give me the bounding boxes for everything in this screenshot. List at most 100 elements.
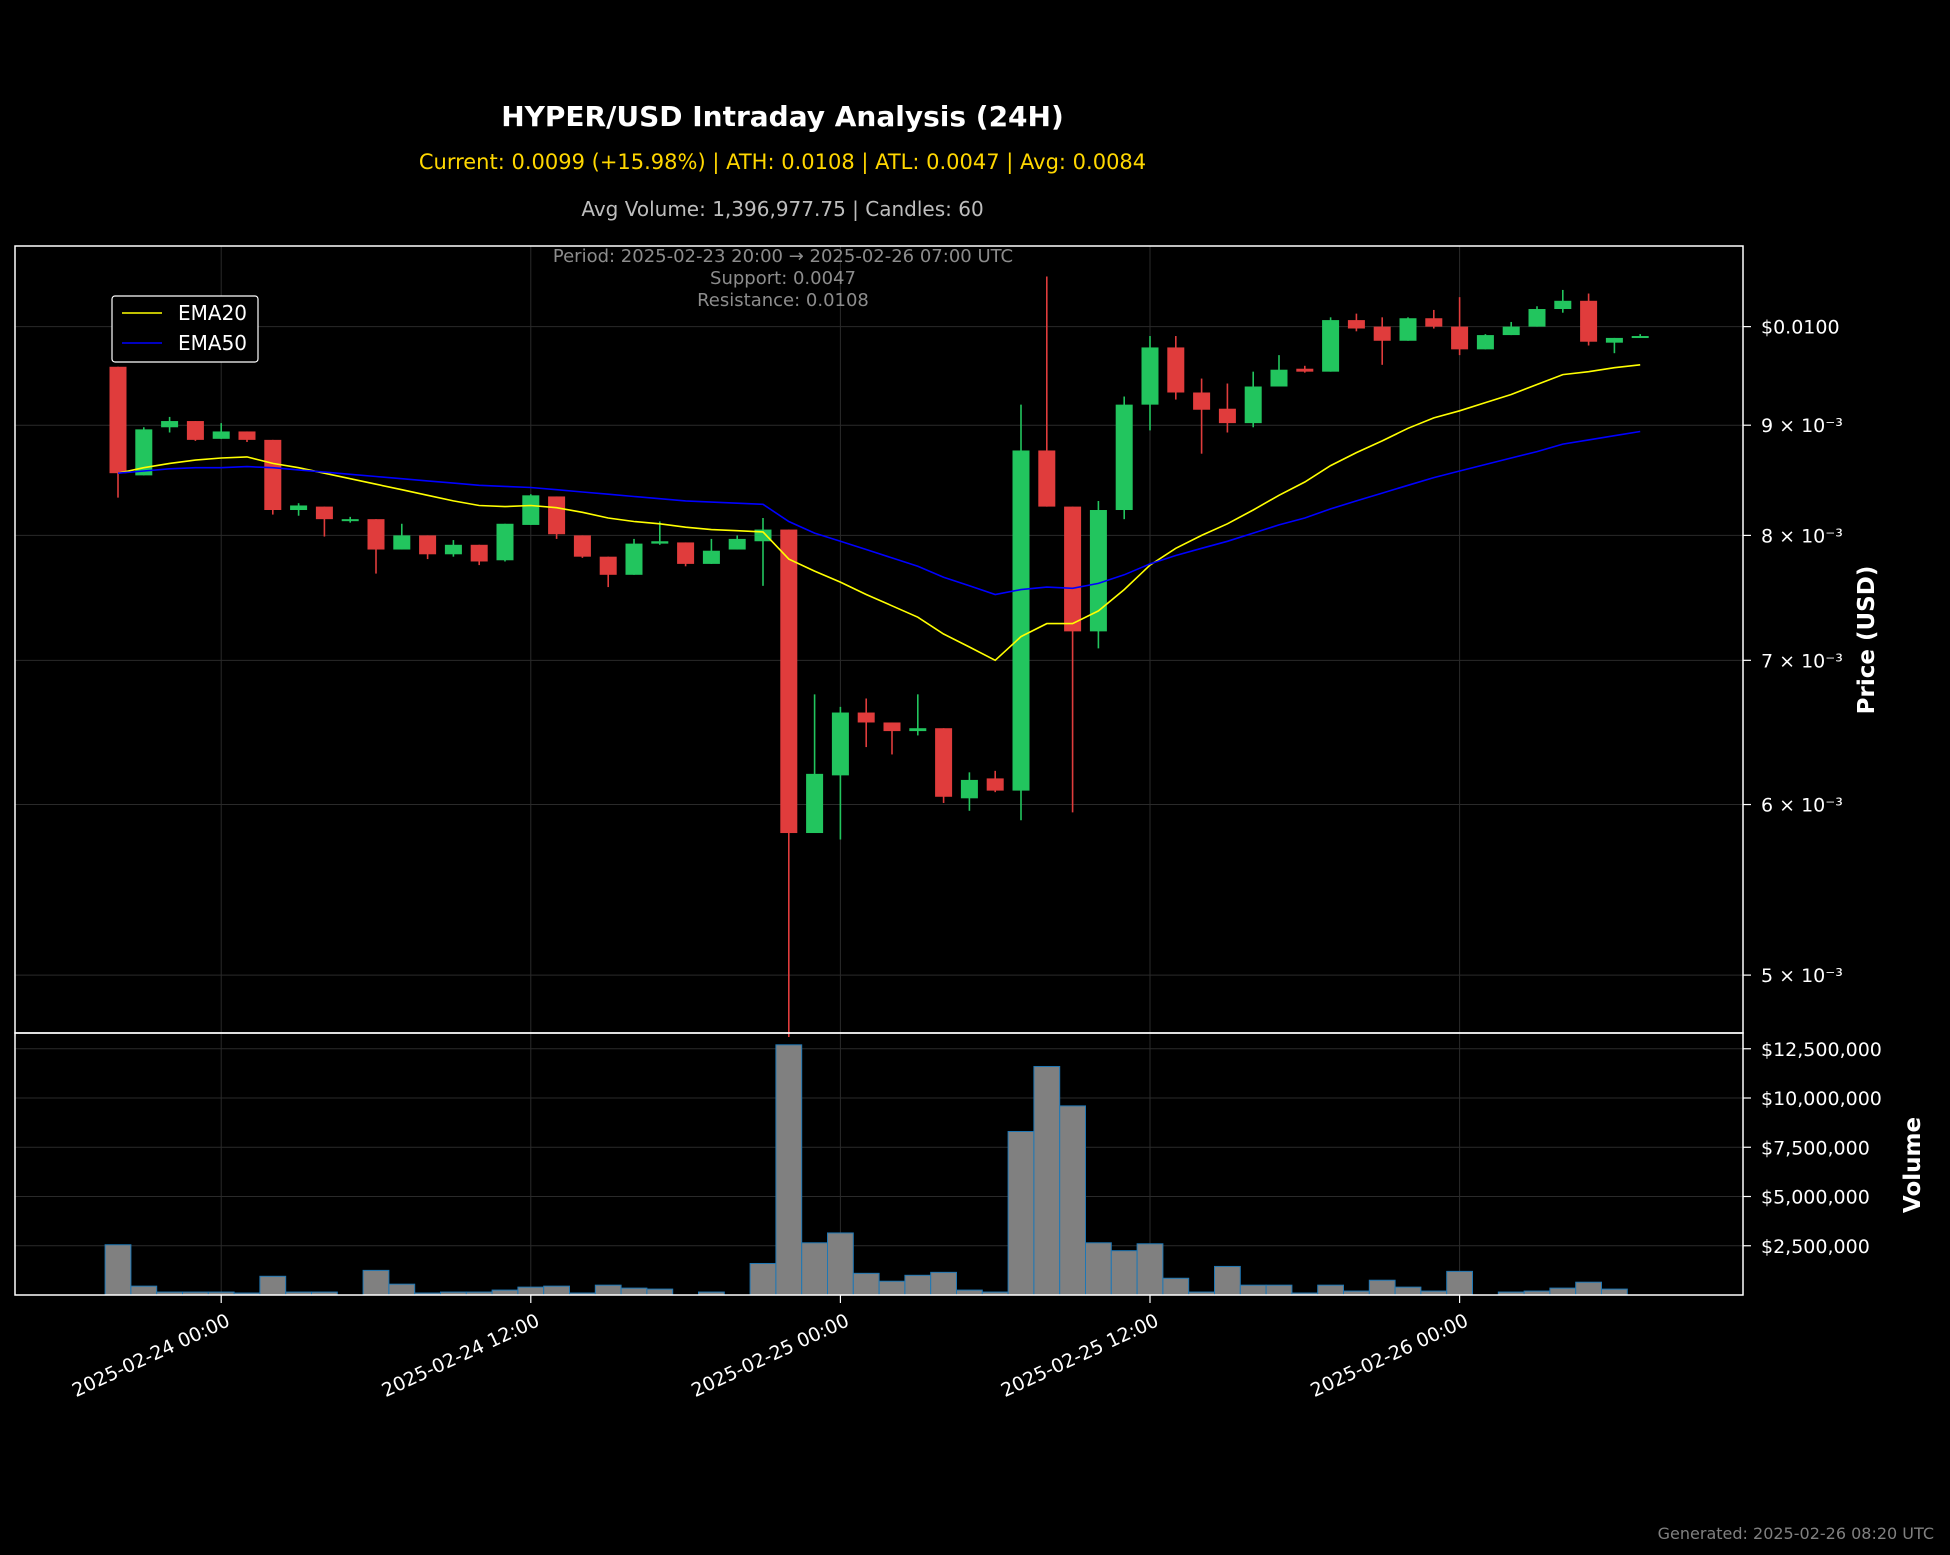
- candle: [186, 421, 204, 441]
- candle-body: [1476, 335, 1494, 350]
- candle-body: [728, 538, 746, 550]
- volume-bar: [878, 1280, 906, 1296]
- candle-body: [1296, 368, 1314, 372]
- candle: [212, 423, 230, 439]
- candle: [1399, 317, 1417, 341]
- x-tick-label: 2025-02-26 00:00: [1307, 1310, 1471, 1402]
- candle-body: [573, 535, 591, 557]
- volume-tick-label: $2,500,000: [1761, 1236, 1870, 1258]
- candle-body: [315, 506, 333, 520]
- price-panel-frame: [14, 245, 1744, 1034]
- candle: [935, 728, 953, 803]
- candle-body: [1115, 404, 1133, 511]
- price-tick-label: 7 × 10⁻³: [1761, 650, 1843, 672]
- volume-bar: [904, 1274, 932, 1296]
- chart-subtitle: Current: 0.0099 (+15.98%) | ATH: 0.0108 …: [418, 150, 1147, 174]
- volume-bar: [1162, 1277, 1190, 1296]
- candle: [522, 494, 540, 525]
- candle-body: [857, 712, 875, 723]
- candle: [1141, 336, 1159, 431]
- candlesticks: [109, 276, 1649, 1037]
- candle-body: [290, 505, 308, 511]
- volume-bar: [1265, 1284, 1293, 1296]
- candle: [1347, 313, 1365, 332]
- candle: [161, 416, 179, 433]
- candle-body: [883, 722, 901, 732]
- candle-body: [1528, 309, 1546, 327]
- candle: [1373, 317, 1391, 365]
- candle: [1502, 321, 1520, 336]
- candle: [1631, 334, 1649, 339]
- volume-bar: [1368, 1279, 1396, 1296]
- volume-bar: [130, 1285, 158, 1296]
- candle: [986, 770, 1004, 793]
- volume-bar: [1214, 1265, 1241, 1296]
- candle-body: [1167, 347, 1185, 393]
- candle-body: [1399, 318, 1417, 341]
- price-tick-label: 8 × 10⁻³: [1761, 525, 1843, 547]
- volume-bar: [362, 1269, 390, 1296]
- candle: [367, 519, 385, 574]
- legend-ema20-label: EMA20: [178, 301, 247, 325]
- candle: [444, 540, 462, 557]
- candle: [290, 503, 308, 516]
- candle: [883, 722, 901, 755]
- candle: [1218, 383, 1236, 433]
- candle: [702, 538, 720, 564]
- candle: [1115, 396, 1133, 520]
- candle-body: [1425, 318, 1443, 327]
- candle: [1270, 355, 1288, 387]
- candle: [1425, 309, 1443, 329]
- candle-body: [1218, 408, 1236, 424]
- candle-body: [780, 529, 798, 834]
- candle-body: [935, 728, 953, 797]
- volume-panel-frame: [14, 1032, 1744, 1296]
- candle: [1038, 276, 1056, 507]
- candle-body: [677, 542, 695, 564]
- candle: [548, 496, 566, 539]
- volume-axis-ticks: $2,500,000 $5,000,000 $7,500,000 $10,000,00…: [1743, 1039, 1882, 1258]
- candle: [831, 706, 849, 840]
- candle-body: [444, 544, 462, 555]
- volume-bar: [1136, 1243, 1164, 1296]
- ema-lines: [117, 364, 1641, 662]
- candle-body: [1012, 450, 1030, 791]
- volume-bar: [749, 1262, 777, 1296]
- volume-tick-label: $12,500,000: [1761, 1039, 1882, 1061]
- volume-bar: [1317, 1284, 1344, 1296]
- candle-body: [1141, 347, 1159, 405]
- candle: [1580, 293, 1598, 346]
- candle: [1476, 334, 1494, 350]
- candle-body: [651, 541, 669, 544]
- legend-ema50-label: EMA50: [178, 331, 247, 355]
- candle-body: [986, 778, 1004, 791]
- legend: EMA20 EMA50: [111, 295, 259, 363]
- candle-body: [806, 773, 824, 834]
- x-tick-label: 2025-02-24 12:00: [378, 1310, 542, 1402]
- candle-body: [831, 712, 849, 776]
- price-tick-label: 6 × 10⁻³: [1761, 795, 1843, 817]
- volume-bar: [827, 1232, 854, 1296]
- candle-body: [1064, 506, 1082, 632]
- candle: [677, 542, 695, 567]
- volume-bar: [1059, 1105, 1086, 1296]
- candle-body: [212, 431, 230, 439]
- volume-bars: [104, 1044, 1628, 1296]
- candle: [909, 694, 927, 736]
- candle: [315, 506, 333, 537]
- volume-bar: [1601, 1288, 1628, 1296]
- x-tick-label: 2025-02-25 12:00: [998, 1310, 1162, 1402]
- candle-body: [135, 429, 153, 476]
- candle: [1528, 306, 1546, 327]
- candle-body: [1502, 326, 1520, 336]
- volume-bar: [1239, 1284, 1267, 1296]
- price-axis-label: Price (USD): [1854, 566, 1880, 715]
- candle: [470, 544, 488, 566]
- x-tick-label: 2025-02-25 00:00: [688, 1310, 852, 1402]
- ema20-line: [117, 364, 1641, 662]
- candle-body: [599, 556, 617, 575]
- x-tick-label: 2025-02-24 00:00: [69, 1310, 233, 1402]
- volume-bar: [1394, 1286, 1422, 1296]
- price-tick-label: 5 × 10⁻³: [1761, 965, 1843, 987]
- candle: [960, 772, 978, 811]
